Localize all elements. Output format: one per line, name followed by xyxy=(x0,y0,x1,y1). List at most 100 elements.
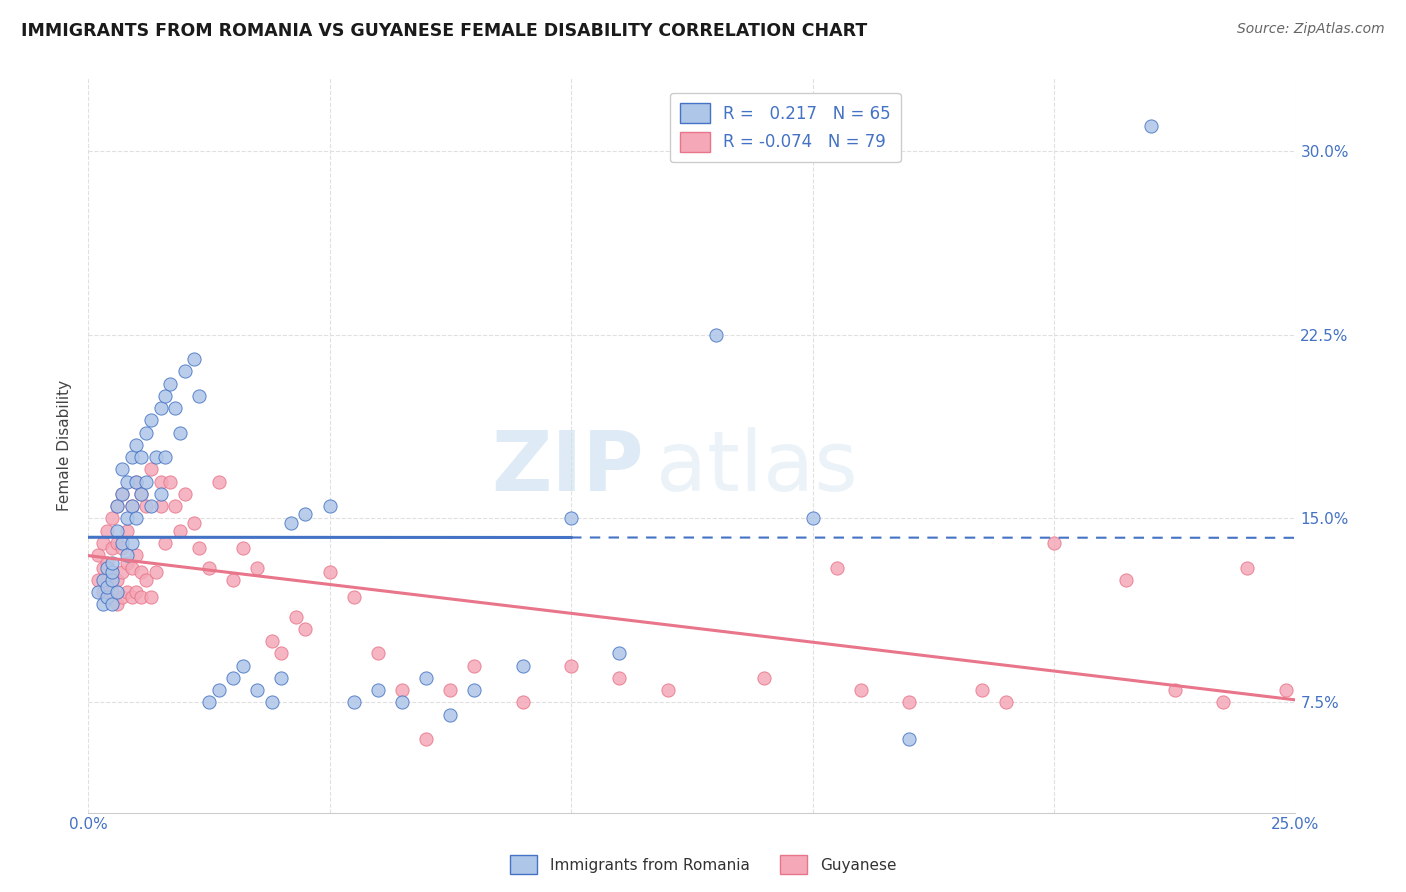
Point xyxy=(207,475,229,489)
Point xyxy=(129,487,152,501)
Point xyxy=(111,462,134,476)
Point xyxy=(105,524,128,538)
Point xyxy=(155,450,177,465)
Point xyxy=(207,683,229,698)
Text: IMMIGRANTS FROM ROMANIA VS GUYANESE FEMALE DISABILITY CORRELATION CHART: IMMIGRANTS FROM ROMANIA VS GUYANESE FEMA… xyxy=(21,22,868,40)
Point xyxy=(222,671,245,685)
Point xyxy=(121,500,143,514)
Point xyxy=(173,487,195,501)
Text: atlas: atlas xyxy=(655,426,858,508)
Point xyxy=(183,516,205,531)
Point xyxy=(294,622,316,636)
Legend: Immigrants from Romania, Guyanese: Immigrants from Romania, Guyanese xyxy=(503,849,903,880)
Point xyxy=(101,597,124,611)
Point xyxy=(512,695,534,709)
Y-axis label: Female Disability: Female Disability xyxy=(58,379,72,510)
Point xyxy=(391,695,413,709)
Point xyxy=(232,658,254,673)
Point xyxy=(318,566,340,580)
Point xyxy=(101,511,124,525)
Point xyxy=(121,590,143,604)
Point xyxy=(96,524,118,538)
Point xyxy=(159,376,181,391)
Point xyxy=(105,573,128,587)
Point xyxy=(367,683,389,698)
Point xyxy=(155,536,177,550)
Point xyxy=(87,585,110,599)
Point xyxy=(121,536,143,550)
Point xyxy=(149,475,172,489)
Point xyxy=(115,556,138,570)
Point xyxy=(270,646,292,660)
Point xyxy=(560,658,582,673)
Point xyxy=(121,560,143,574)
Point xyxy=(825,560,848,574)
Point xyxy=(96,560,118,574)
Point xyxy=(115,511,138,525)
Point xyxy=(1043,536,1066,550)
Point xyxy=(994,695,1017,709)
Point xyxy=(155,389,177,403)
Point xyxy=(657,683,679,698)
Point xyxy=(96,580,118,594)
Point xyxy=(135,475,157,489)
Point xyxy=(101,566,124,580)
Point xyxy=(96,590,118,604)
Point xyxy=(87,548,110,562)
Point xyxy=(294,507,316,521)
Point xyxy=(139,590,162,604)
Point xyxy=(1236,560,1258,574)
Point xyxy=(129,450,152,465)
Point xyxy=(139,413,162,427)
Point xyxy=(121,500,143,514)
Point xyxy=(188,541,211,555)
Point xyxy=(169,524,191,538)
Point xyxy=(91,597,114,611)
Point xyxy=(609,646,631,660)
Point xyxy=(260,634,283,648)
Point xyxy=(129,487,152,501)
Point xyxy=(246,683,269,698)
Point xyxy=(105,585,128,599)
Point xyxy=(463,683,485,698)
Point xyxy=(101,566,124,580)
Point xyxy=(96,573,118,587)
Point xyxy=(1275,683,1298,698)
Point xyxy=(1115,573,1137,587)
Point xyxy=(111,541,134,555)
Point xyxy=(801,511,824,525)
Text: Source: ZipAtlas.com: Source: ZipAtlas.com xyxy=(1237,22,1385,37)
Legend: R =   0.217   N = 65, R = -0.074   N = 79: R = 0.217 N = 65, R = -0.074 N = 79 xyxy=(669,93,901,162)
Point xyxy=(415,671,437,685)
Point xyxy=(105,500,128,514)
Point xyxy=(270,671,292,685)
Point xyxy=(91,573,114,587)
Point xyxy=(105,536,128,550)
Point xyxy=(318,500,340,514)
Point xyxy=(367,646,389,660)
Point xyxy=(280,516,302,531)
Point xyxy=(135,500,157,514)
Point xyxy=(222,573,245,587)
Point xyxy=(111,487,134,501)
Point xyxy=(111,566,134,580)
Point xyxy=(125,585,148,599)
Point xyxy=(159,475,181,489)
Point xyxy=(111,536,134,550)
Point xyxy=(129,566,152,580)
Point xyxy=(284,609,307,624)
Point xyxy=(121,450,143,465)
Point xyxy=(145,566,167,580)
Point xyxy=(560,511,582,525)
Point xyxy=(343,695,366,709)
Point xyxy=(198,560,221,574)
Point xyxy=(246,560,269,574)
Point xyxy=(183,352,205,367)
Point xyxy=(609,671,631,685)
Point xyxy=(754,671,776,685)
Point xyxy=(232,541,254,555)
Point xyxy=(111,590,134,604)
Point xyxy=(198,695,221,709)
Point xyxy=(91,585,114,599)
Point xyxy=(260,695,283,709)
